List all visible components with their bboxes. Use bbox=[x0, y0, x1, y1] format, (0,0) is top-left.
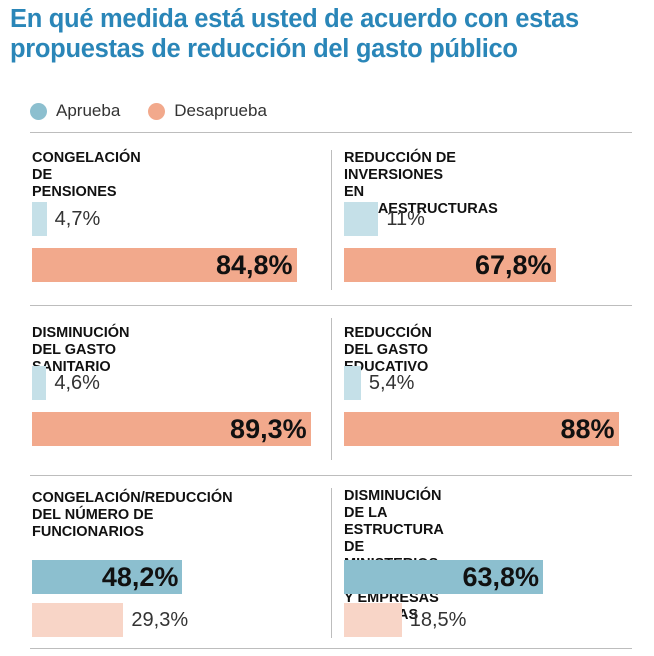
bar-aprueba: 5,4% bbox=[344, 366, 414, 400]
panel-title-line: DEL NÚMERO DE FUNCIONARIOS bbox=[32, 507, 154, 540]
panel-title: CONGELACIÓN/REDUCCIÓN DEL NÚMERO DE FUNCI… bbox=[32, 490, 233, 541]
divider-row-2 bbox=[30, 475, 632, 476]
bar-value-label: 48,2% bbox=[101, 562, 179, 592]
divider-top bbox=[30, 132, 632, 133]
bar-desaprueba: 18,5% bbox=[344, 603, 466, 637]
legend-item-aprueba: Aprueba bbox=[30, 101, 120, 121]
chart-title: En qué medida está usted de acuerdo con … bbox=[10, 5, 579, 63]
divider-vertical-2 bbox=[331, 318, 332, 460]
bar-value-label: 84,8% bbox=[216, 250, 293, 280]
bar-aprueba: 4,7% bbox=[32, 202, 100, 236]
bar-desaprueba: 67,8% bbox=[344, 248, 556, 282]
panel-title-line: CONGELACIÓN DE PENSIONES bbox=[32, 150, 141, 200]
legend-label-aprueba: Aprueba bbox=[56, 101, 121, 120]
bar-aprueba: 4,6% bbox=[32, 366, 100, 400]
bar-value-label: 88% bbox=[560, 414, 615, 444]
legend-item-desaprueba: Desaprueba bbox=[148, 101, 267, 121]
bar-desaprueba: 89,3% bbox=[32, 412, 311, 446]
bar-aprueba: 63,8% bbox=[344, 560, 544, 594]
panel-title-line: REDUCCIÓN DE INVERSIONES bbox=[344, 150, 456, 183]
bar-value-label: 67,8% bbox=[474, 250, 552, 280]
panel-title-line: DISMINUCIÓN DEL GASTO SANITARIO bbox=[32, 325, 130, 375]
bar-value-label: 89,3% bbox=[230, 414, 307, 444]
legend-swatch-aprueba bbox=[30, 102, 47, 120]
bar-value-label: 11% bbox=[386, 208, 425, 230]
panel-title: REDUCCIÓN DE INVERSIONES EN INFRAESTRUCTU… bbox=[344, 150, 498, 218]
bar-value-label: 29,3% bbox=[131, 609, 189, 631]
panel-title-line: EN INFRAESTRUCTURAS bbox=[344, 184, 498, 217]
panel-title: CONGELACIÓN DE PENSIONES bbox=[32, 150, 141, 201]
panel-title: DISMINUCIÓN DEL GASTO SANITARIO bbox=[32, 325, 129, 376]
divider-row-1 bbox=[30, 305, 632, 306]
bar-value-label: 63,8% bbox=[462, 562, 540, 592]
bar-desaprueba: 88% bbox=[344, 412, 619, 446]
legend-swatch-desaprueba bbox=[148, 102, 166, 120]
divider-bottom bbox=[30, 648, 632, 649]
divider-vertical-3 bbox=[331, 488, 332, 638]
panel-title-line: REDUCCIÓN DEL GASTO EDUCATIVO bbox=[344, 325, 432, 375]
legend: Aprueba Desaprueba bbox=[30, 100, 295, 122]
panel-title-line: DISMINUCIÓN DE LA ESTRUCTURA bbox=[344, 488, 444, 538]
divider-vertical-1 bbox=[331, 150, 332, 290]
bar-value-label: 4,7% bbox=[54, 208, 101, 230]
panel-title-line: CONGELACIÓN/REDUCCIÓN bbox=[32, 490, 233, 506]
legend-label-desaprueba: Desaprueba bbox=[174, 101, 267, 120]
panel-title: REDUCCIÓN DEL GASTO EDUCATIVO bbox=[344, 325, 432, 376]
bar-value-label: 18,5% bbox=[409, 609, 467, 631]
bar-aprueba: 48,2% bbox=[32, 560, 183, 594]
bar-aprueba: 11% bbox=[344, 202, 425, 236]
bar-value-label: 5,4% bbox=[368, 372, 415, 394]
bar-desaprueba: 84,8% bbox=[32, 248, 297, 282]
bar-value-label: 4,6% bbox=[54, 372, 100, 394]
bar-desaprueba: 29,3% bbox=[32, 603, 188, 637]
